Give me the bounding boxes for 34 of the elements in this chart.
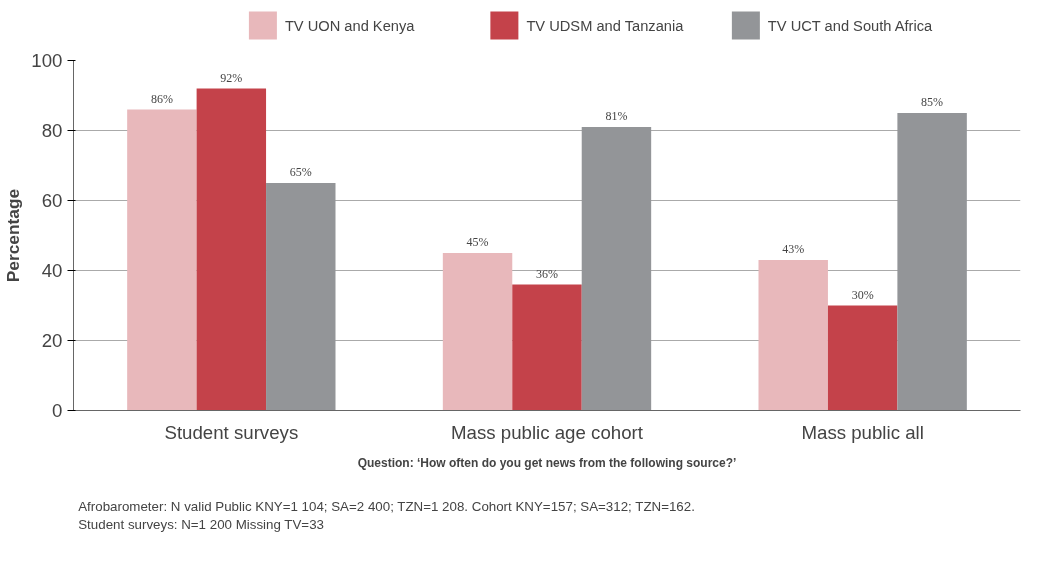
- x-tick-label: Student surveys: [164, 421, 299, 443]
- bar: [266, 183, 336, 411]
- data-label: 86%: [150, 91, 173, 106]
- y-tick-label: 100: [31, 50, 63, 71]
- bar: [127, 109, 197, 411]
- y-tick-label: 0: [52, 400, 63, 421]
- y-tick-label: 60: [41, 190, 63, 211]
- y-tick-label: 40: [41, 260, 63, 281]
- text: Student surveys: N=1 200 Missing TV=33: [78, 517, 324, 533]
- x-tick-label: Mass public all: [801, 421, 924, 443]
- data-label: 43%: [782, 242, 805, 256]
- bar: [758, 260, 828, 411]
- text: Afrobarometer: N valid Public KNY=1 104; SA=2 400; TZN=1 208. Cohort KNY=157; SA=312; TZN=162.: [78, 498, 695, 514]
- bar: [442, 253, 513, 411]
- data-label: 36%: [536, 266, 558, 281]
- legend-label: TV UON and Kenya: [284, 17, 416, 34]
- bar: [581, 127, 652, 411]
- y-tick-label: 80: [41, 120, 63, 141]
- x-tick-label: Mass public age cohort: [451, 421, 644, 443]
- data-label: 81%: [605, 109, 628, 123]
- data-label: 85%: [921, 95, 944, 109]
- data-label: 30%: [851, 287, 874, 302]
- y-axis-title: Percentage: [3, 188, 24, 283]
- bar: [897, 113, 967, 411]
- legend-label: TV UDSM and Tanzania: [526, 17, 685, 34]
- data-label: 45%: [466, 235, 489, 249]
- bar: [827, 305, 898, 411]
- data-label: 92%: [220, 70, 243, 85]
- data-label: 65%: [289, 165, 312, 179]
- legend-label: TV UCT and South Africa: [767, 17, 933, 34]
- bar: [196, 88, 267, 411]
- y-tick-label: 20: [41, 330, 63, 351]
- text: Question: ‘How often do you get news from the following source?’: [357, 455, 737, 470]
- bar: [512, 284, 582, 411]
